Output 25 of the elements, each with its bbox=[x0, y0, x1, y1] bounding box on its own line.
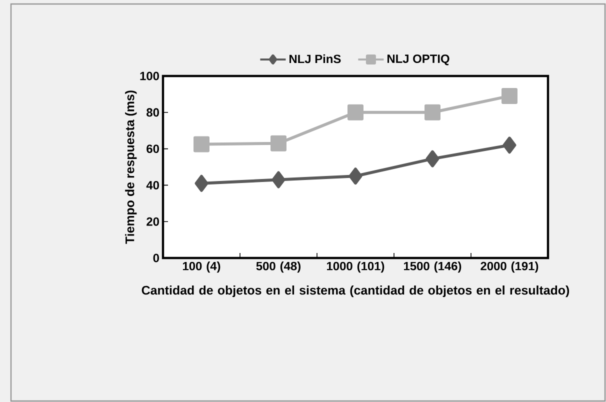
x-tick-label: 1000 (101) bbox=[327, 262, 384, 273]
legend-label: NLJ PinS bbox=[290, 54, 341, 64]
x-tick-label: 2000 (191) bbox=[480, 262, 538, 273]
point bbox=[272, 171, 286, 188]
point bbox=[501, 88, 518, 104]
y-tick-label: 20 bbox=[146, 217, 159, 226]
y-tick-label: 100 bbox=[140, 72, 159, 80]
point bbox=[502, 136, 516, 154]
point bbox=[424, 104, 440, 120]
point bbox=[426, 150, 440, 168]
y-tick-label: 0 bbox=[153, 254, 159, 262]
legend-label: NLJ OPTIQ bbox=[387, 54, 450, 66]
point bbox=[270, 135, 286, 152]
y-tick-label: 80 bbox=[146, 108, 159, 117]
x-tick-label: 500 (48) bbox=[256, 262, 300, 273]
point bbox=[348, 168, 362, 185]
y-tick-label: 60 bbox=[146, 144, 159, 154]
point bbox=[347, 104, 364, 120]
y-tick-label: 40 bbox=[146, 180, 159, 190]
point bbox=[194, 174, 208, 192]
x-tick-label: 100 (4) bbox=[182, 262, 220, 273]
x-tick-label: 1500 (146) bbox=[404, 262, 462, 273]
y-axis-title: Tiempo de respuesta (ms) bbox=[125, 90, 137, 244]
point bbox=[194, 136, 210, 152]
x-axis-title: Cantidad de objetos en el sistema (cantidad de objetos en el resultado) bbox=[142, 286, 570, 298]
